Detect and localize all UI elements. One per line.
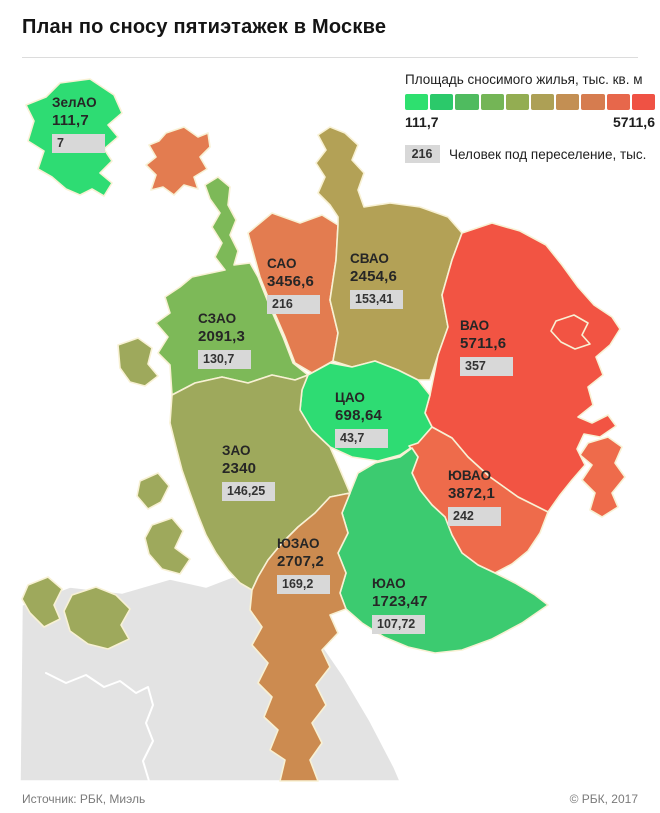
legend-gradient-segment [480,94,504,110]
district-name: СЗАО [198,311,237,326]
legend-gradient-segment [405,94,429,110]
legend-gradient-segment [455,94,479,110]
district-shape-zao-exclave-1 [21,576,63,628]
district-people-badge: 153,41 [350,289,403,310]
district-label-zao: ЗАО 2340 146,25 [222,443,275,502]
district-name: ВАО [460,318,490,333]
district-name: ЮЗАО [277,536,320,551]
legend-gradient-labels: 111,7 5711,6 [405,114,655,130]
district-shape-uzao [249,492,351,782]
district-label-cao: ЦАО 698,64 43,7 [335,390,388,449]
legend-max-label: 5711,6 [612,114,655,130]
source-credit: Источник: РБК, Миэль [22,792,146,806]
footer: Источник: РБК, Миэль © РБК, 2017 [0,790,660,813]
district-label-sao: САО 3456,6 216 [267,256,320,315]
copyright: © РБК, 2017 [569,792,638,806]
legend-gradient-segment [531,94,555,110]
district-shape-vao-exclave [550,314,591,350]
title-divider [22,57,638,58]
district-shape-zao-exclave-4 [136,472,170,510]
district-shape-szao [155,176,309,396]
district-area-value: 3872,1 [448,484,496,502]
district-people-badge: 242 [448,506,501,527]
district-label-uvao: ЮВАО 3872,1 242 [448,468,501,527]
district-name: ЮАО [372,576,406,591]
legend-badge-label: Человек под переселение, тыс. [449,146,647,162]
legend-gradient-segment [581,94,605,110]
district-area-value: 698,64 [335,406,383,424]
district-label-uao: ЮАО 1723,47 107,72 [372,576,428,635]
district-shape-zao-exclave-5 [144,517,191,575]
district-shape-sao-exclave [145,126,211,196]
legend-gradient-segment [606,94,630,110]
district-name: ЗАО [222,443,251,458]
district-name: ЗелАО [52,95,97,110]
district-area-value: 1723,47 [372,592,428,610]
legend-title: Площадь сносимого жилья, тыс. кв. м [405,72,643,87]
legend-min-label: 111,7 [405,114,439,130]
page-title: План по сносу пятиэтажек в Москве [22,16,387,38]
district-people-badge: 146,25 [222,481,275,502]
district-name: САО [267,256,297,271]
district-area-value: 2091,3 [198,327,246,345]
moscow-districts-map: ЗелАО 111,7 7 СЗАО 2091,3 130,7 САО 3456… [0,65,660,785]
district-shape-zao-exclave-3 [117,337,159,387]
district-label-szao: СЗАО 2091,3 130,7 [198,311,251,370]
district-people-badge: 169,2 [277,574,330,595]
district-people-badge: 357 [460,356,513,377]
district-name: СВАО [350,251,389,266]
district-people-badge: 107,72 [372,614,425,635]
legend-gradient-segment [505,94,530,110]
district-area-value: 5711,6 [460,334,507,352]
map-canvas [19,78,626,782]
legend-badge-row: 216 Человек под переселение, тыс. [405,145,655,163]
district-shape-uvao-exclave [579,436,626,518]
district-area-value: 2707,2 [277,552,325,570]
district-shape-zao-exclave-2 [63,586,131,650]
district-area-value: 3456,6 [267,272,315,290]
legend: Площадь сносимого жилья, тыс. кв. м 111,… [405,72,656,163]
district-people-badge: 43,7 [335,428,388,449]
district-people-badge: 7 [52,133,105,154]
legend-gradient-segment [556,94,580,110]
legend-gradient-segment [631,94,656,110]
district-area-value: 2454,6 [350,267,398,285]
district-people-badge: 130,7 [198,349,251,370]
district-label-vao: ВАО 5711,6 357 [460,318,513,377]
legend-gradient-bar [405,94,656,110]
district-label-zelao: ЗелАО 111,7 7 [52,95,105,154]
region-inner-boundary [45,672,154,782]
legend-badge-example: 216 [405,145,440,163]
district-name: ЦАО [335,390,365,405]
district-people-badge: 216 [267,294,320,315]
district-area-value: 2340 [222,459,257,477]
district-area-value: 111,7 [52,111,89,129]
legend-gradient-segment [430,94,454,110]
district-label-uzao: ЮЗАО 2707,2 169,2 [277,536,330,595]
district-name: ЮВАО [448,468,492,483]
district-label-svao: СВАО 2454,6 153,41 [350,251,403,310]
